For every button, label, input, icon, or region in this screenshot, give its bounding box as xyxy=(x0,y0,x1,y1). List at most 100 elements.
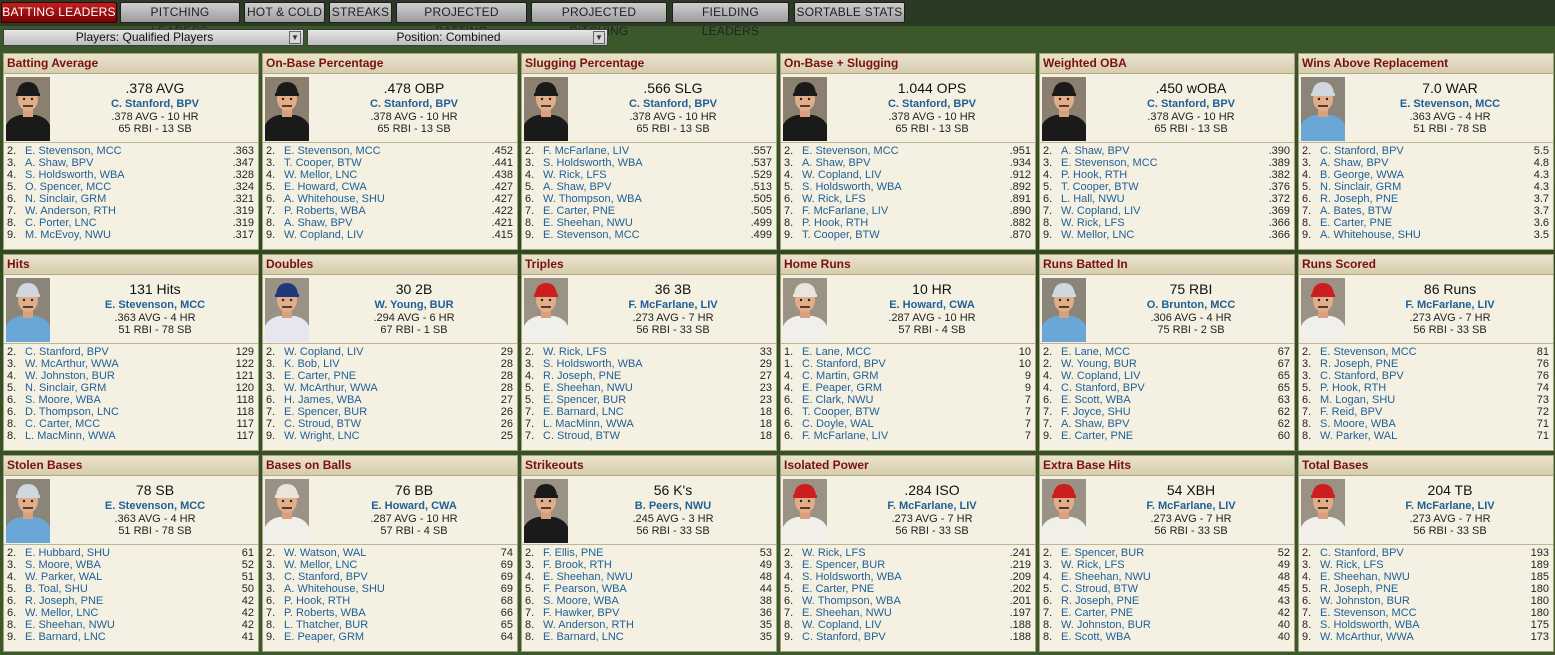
player-name-link[interactable]: W. Mellor, LNC xyxy=(25,607,99,619)
player-name-link[interactable]: W. Wright, LNC xyxy=(284,430,360,442)
leader-name-link[interactable]: E. Howard, CWA xyxy=(371,500,457,512)
player-name-link[interactable]: D. Thompson, LNC xyxy=(25,406,119,418)
player-name-link[interactable]: W. Copland, LIV xyxy=(284,229,364,241)
player-name-link[interactable]: R. Joseph, PNE xyxy=(1320,193,1399,205)
player-name-link[interactable]: C. Stanford, BPV xyxy=(1320,370,1404,382)
player-name-link[interactable]: N. Sinclair, GRM xyxy=(25,382,107,394)
player-name-link[interactable]: C. Stanford, BPV xyxy=(1320,145,1404,157)
tab-streaks[interactable]: STREAKS xyxy=(329,2,392,23)
player-name-link[interactable]: W. Mellor, LNC xyxy=(1061,229,1135,241)
player-name-link[interactable]: C. Stanford, BPV xyxy=(284,571,368,583)
player-name-link[interactable]: E. Sheehan, NWU xyxy=(25,619,115,631)
player-name-link[interactable]: M. McEvoy, NWU xyxy=(25,229,111,241)
player-name-link[interactable]: E. Sheehan, NWU xyxy=(1320,571,1410,583)
player-name-link[interactable]: E. Spencer, BUR xyxy=(802,559,886,571)
player-name-link[interactable]: E. Sheehan, NWU xyxy=(1061,571,1151,583)
player-name-link[interactable]: C. Stroud, BTW xyxy=(1061,583,1139,595)
player-portrait-image[interactable] xyxy=(524,479,568,543)
player-name-link[interactable]: W. Copland, LIV xyxy=(802,169,882,181)
player-name-link[interactable]: E. Stevenson, MCC xyxy=(1320,346,1417,358)
player-name-link[interactable]: R. Joseph, PNE xyxy=(1061,595,1140,607)
player-name-link[interactable]: L. Thatcher, BUR xyxy=(284,619,369,631)
player-name-link[interactable]: E. Carter, PNE xyxy=(1320,217,1393,229)
player-name-link[interactable]: T. Cooper, BTW xyxy=(284,157,362,169)
leader-card[interactable]: .378 AVG C. Stanford, BPV .378 AVG - 10 … xyxy=(4,74,258,143)
leader-name-link[interactable]: C. Stanford, BPV xyxy=(110,98,199,110)
player-portrait-image[interactable] xyxy=(265,278,309,342)
player-name-link[interactable]: W. McArthur, WWA xyxy=(1320,631,1414,643)
player-name-link[interactable]: E. Barnard, LNC xyxy=(543,406,624,418)
player-name-link[interactable]: W. Parker, WAL xyxy=(25,571,103,583)
player-name-link[interactable]: W. McArthur, WWA xyxy=(25,358,119,370)
player-name-link[interactable]: E. Carter, PNE xyxy=(1061,430,1134,442)
player-name-link[interactable]: E. Carter, PNE xyxy=(543,205,616,217)
player-name-link[interactable]: S. Moore, WBA xyxy=(25,559,101,571)
leader-name-link[interactable]: F. McFarlane, LIV xyxy=(887,500,977,512)
player-name-link[interactable]: E. Clark, NWU xyxy=(802,394,874,406)
player-name-link[interactable]: F. McFarlane, LIV xyxy=(543,145,630,157)
player-name-link[interactable]: E. Scott, WBA xyxy=(1061,631,1131,643)
player-name-link[interactable]: E. Carter, PNE xyxy=(1061,607,1134,619)
player-name-link[interactable]: O. Spencer, MCC xyxy=(25,181,112,193)
player-portrait-image[interactable] xyxy=(1301,77,1345,141)
leader-card[interactable]: 204 TB F. McFarlane, LIV .273 AVG - 7 HR… xyxy=(1299,476,1553,545)
player-portrait-image[interactable] xyxy=(1042,77,1086,141)
leader-name-link[interactable]: F. McFarlane, LIV xyxy=(1405,299,1495,311)
player-name-link[interactable]: E. Stevenson, MCC xyxy=(1320,607,1417,619)
player-name-link[interactable]: A. Shaw, BPV xyxy=(284,217,353,229)
player-name-link[interactable]: W. Rick, LFS xyxy=(802,547,866,559)
leader-card[interactable]: .450 wOBA C. Stanford, BPV .378 AVG - 10… xyxy=(1040,74,1294,143)
player-name-link[interactable]: A. Shaw, BPV xyxy=(802,157,871,169)
player-name-link[interactable]: E. Sheehan, NWU xyxy=(543,217,633,229)
leader-name-link[interactable]: E. Howard, CWA xyxy=(889,299,975,311)
leader-card[interactable]: 7.0 WAR E. Stevenson, MCC .363 AVG - 4 H… xyxy=(1299,74,1553,143)
leader-card[interactable]: .566 SLG C. Stanford, BPV .378 AVG - 10 … xyxy=(522,74,776,143)
player-name-link[interactable]: S. Moore, WBA xyxy=(543,595,619,607)
player-name-link[interactable]: A. Bates, BTW xyxy=(1320,205,1393,217)
leader-card[interactable]: 36 3B F. McFarlane, LIV .273 AVG - 7 HR … xyxy=(522,275,776,344)
player-name-link[interactable]: W. Rick, LFS xyxy=(802,193,866,205)
player-name-link[interactable]: E. Spencer, BUR xyxy=(284,406,368,418)
player-name-link[interactable]: W. Thompson, WBA xyxy=(802,595,901,607)
player-name-link[interactable]: B. Toal, SHU xyxy=(25,583,88,595)
player-name-link[interactable]: H. James, WBA xyxy=(284,394,362,406)
player-name-link[interactable]: W. Watson, WAL xyxy=(284,547,367,559)
player-portrait-image[interactable] xyxy=(6,278,50,342)
player-name-link[interactable]: E. Sheehan, NWU xyxy=(543,571,633,583)
tab-hot-and-cold[interactable]: HOT & COLD xyxy=(244,2,325,23)
dropdown-arrow-icon[interactable]: ▼ xyxy=(593,31,605,44)
player-name-link[interactable]: C. Stanford, BPV xyxy=(802,358,886,370)
player-name-link[interactable]: F. Hawker, BPV xyxy=(543,607,620,619)
player-name-link[interactable]: E. Carter, PNE xyxy=(802,583,875,595)
player-name-link[interactable]: E. Stevenson, MCC xyxy=(1061,157,1158,169)
player-portrait-image[interactable] xyxy=(783,278,827,342)
player-name-link[interactable]: T. Cooper, BTW xyxy=(802,406,880,418)
player-name-link[interactable]: W. Copland, LIV xyxy=(284,346,364,358)
player-name-link[interactable]: P. Hook, RTH xyxy=(1061,169,1128,181)
player-name-link[interactable]: E. Howard, CWA xyxy=(284,181,367,193)
leader-name-link[interactable]: O. Brunton, MCC xyxy=(1146,299,1236,311)
player-name-link[interactable]: E. Scott, WBA xyxy=(1061,394,1131,406)
player-name-link[interactable]: C. Stanford, BPV xyxy=(1320,547,1404,559)
leader-name-link[interactable]: C. Stanford, BPV xyxy=(628,98,717,110)
leader-name-link[interactable]: C. Stanford, BPV xyxy=(887,98,976,110)
player-portrait-image[interactable] xyxy=(524,77,568,141)
player-name-link[interactable]: R. Joseph, PNE xyxy=(1320,583,1399,595)
tab-pitching-leaders[interactable]: PITCHING LEADERS xyxy=(120,2,240,38)
player-name-link[interactable]: P. Hook, RTH xyxy=(284,595,351,607)
player-name-link[interactable]: N. Sinclair, GRM xyxy=(25,193,107,205)
player-name-link[interactable]: N. Sinclair, GRM xyxy=(1320,181,1402,193)
player-name-link[interactable]: E. Stevenson, MCC xyxy=(543,229,640,241)
player-name-link[interactable]: E. Stevenson, MCC xyxy=(25,145,122,157)
player-name-link[interactable]: L. MacMinn, WWA xyxy=(543,418,634,430)
player-name-link[interactable]: W. McArthur, WWA xyxy=(284,382,378,394)
player-portrait-image[interactable] xyxy=(524,278,568,342)
players-dropdown[interactable]: Players: Qualified Players ▼ xyxy=(3,29,304,46)
player-name-link[interactable]: F. Reid, BPV xyxy=(1320,406,1383,418)
player-portrait-image[interactable] xyxy=(783,77,827,141)
player-name-link[interactable]: E. Barnard, LNC xyxy=(25,631,106,643)
leader-name-link[interactable]: E. Stevenson, MCC xyxy=(104,500,206,512)
player-name-link[interactable]: S. Holdsworth, WBA xyxy=(1320,619,1420,631)
player-portrait-image[interactable] xyxy=(6,77,50,141)
player-name-link[interactable]: E. Stevenson, MCC xyxy=(284,145,381,157)
